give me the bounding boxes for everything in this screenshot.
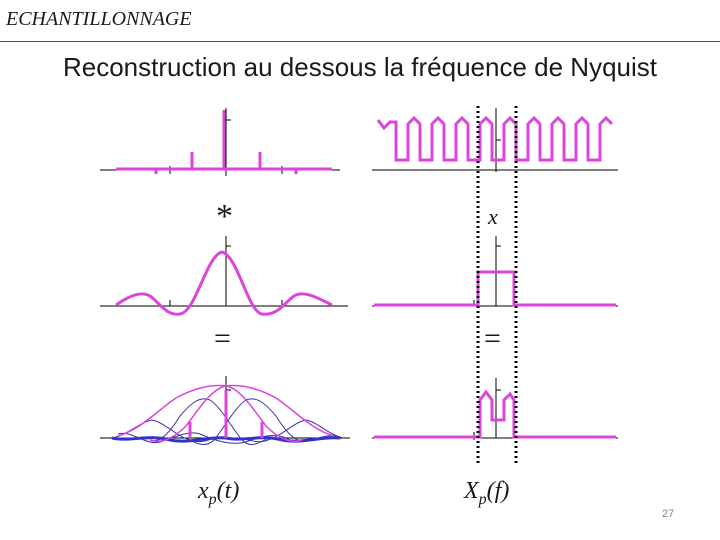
convolution-symbol: * [216, 198, 233, 235]
rect-window-curve [374, 270, 616, 307]
caption-left-main: x [198, 478, 209, 504]
caption-right-main: X [464, 478, 479, 504]
equals-symbol-right: = [484, 322, 501, 355]
caption-left-rest: (t) [216, 478, 240, 504]
sinc-curve [115, 250, 333, 316]
caption-left-subscript: p [208, 490, 217, 508]
caption-right: Xp(f) [464, 478, 509, 509]
plot-left-top [100, 108, 340, 176]
periodic-spectrum-curve [376, 115, 614, 162]
caption-right-rest: (f) [486, 478, 510, 504]
alias-sinc-curve [149, 398, 269, 445]
header-title: ECHANTILLONNAGE [6, 8, 192, 30]
page-number: 27 [662, 508, 675, 520]
alias-sinc-curve [239, 419, 345, 443]
equals-symbol-left: = [214, 322, 231, 355]
slide-title: Reconstruction au dessous la fréquence d… [62, 52, 657, 82]
plot-right-bottom [372, 378, 618, 440]
plot-right-middle [372, 236, 618, 307]
center-sinc-curve [149, 385, 303, 442]
caption-left: xp(t) [198, 478, 239, 509]
plot-right-top [372, 108, 618, 172]
plot-left-middle [100, 236, 348, 316]
windowed-spectrum-curve [374, 389, 616, 439]
plot-left-bottom [100, 376, 350, 445]
caption-right-subscript: p [478, 490, 487, 508]
header-divider [0, 41, 720, 42]
multiplication-symbol: x [488, 204, 498, 229]
